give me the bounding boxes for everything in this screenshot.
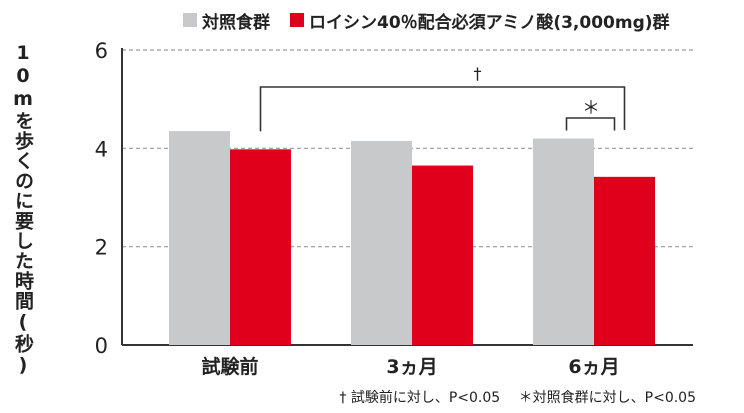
footnotes: † 試験前に対し、P<0.05 ＊対照食群に対し、P<0.05 (325, 387, 696, 407)
legend-swatch-control (183, 13, 197, 27)
x-tick-label-0: 試験前 (201, 355, 258, 378)
bar-control-1 (351, 140, 412, 345)
significance-bracket-dagger (259, 86, 626, 132)
y-tick-label-0: 0 (95, 334, 108, 358)
legend-label-leucine: ロイシン40％配合必須アミノ酸(3,000mg)群 (309, 12, 670, 33)
dagger-mark: † (474, 64, 482, 83)
bar-control-2 (533, 138, 594, 345)
asterisk-mark: ＊ (582, 98, 600, 119)
bar-control-0 (169, 131, 230, 345)
legend-swatch-leucine (290, 13, 304, 27)
y-axis-label: 10mを歩くのに要した時間(秒) (12, 42, 34, 377)
y-tick-label-6: 6 (95, 39, 108, 63)
legend: 対照食群 ロイシン40％配合必須アミノ酸(3,000mg)群 (183, 8, 690, 33)
significance-bracket-asterisk (565, 117, 616, 131)
legend-item-leucine: ロイシン40％配合必須アミノ酸(3,000mg)群 (290, 8, 670, 33)
y-tick-label-2: 2 (95, 236, 108, 260)
y-tick-label-4: 4 (95, 137, 108, 161)
footnote-asterisk: ＊対照食群に対し、P<0.05 (518, 390, 696, 406)
x-tick-label-1: 3ヵ月 (386, 356, 437, 378)
legend-label-control: 対照食群 (202, 12, 270, 33)
footnote-dagger: † 試験前に対し、P<0.05 (339, 390, 501, 406)
bar-leucine-1 (412, 165, 473, 345)
x-tick-label-2: 6ヵ月 (568, 356, 619, 378)
legend-item-control: 対照食群 (183, 8, 270, 33)
bar-leucine-0 (230, 149, 291, 345)
bar-leucine-2 (594, 176, 655, 345)
